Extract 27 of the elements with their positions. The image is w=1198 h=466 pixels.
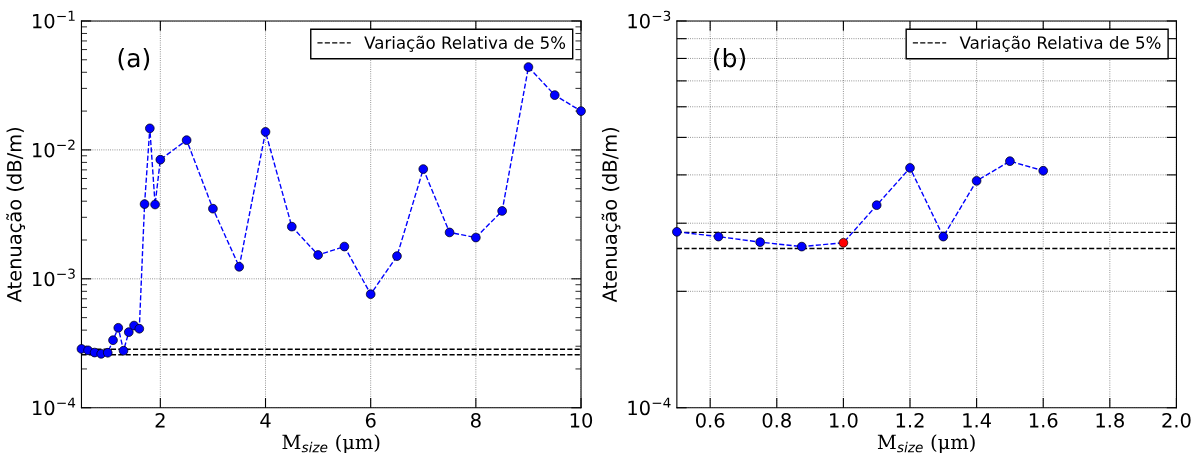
y-axis-title: Atenuação (dB/m) bbox=[601, 127, 621, 303]
x-tick-label: 1.6 bbox=[1029, 412, 1058, 428]
x-tick-label: 10 bbox=[570, 412, 593, 428]
legend-label: Variação Relativa de 5% bbox=[959, 35, 1161, 52]
annotation: (b) bbox=[713, 48, 746, 71]
x-tick-label: 6 bbox=[365, 412, 376, 428]
y-axis-title: Atenuação (dB/m) bbox=[6, 127, 26, 303]
y-tick-label: 10$^{−2}$ bbox=[33, 139, 75, 158]
y-tick-label: 10$^{−3}$ bbox=[628, 10, 671, 29]
x-tick-label: 0.6 bbox=[696, 412, 725, 428]
x-tick-label: 1.2 bbox=[896, 412, 924, 428]
x-tick-label: 2 bbox=[155, 412, 165, 428]
x-tick-label: 1.0 bbox=[830, 412, 858, 428]
y-tick-label: 10$^{−3}$ bbox=[33, 268, 75, 287]
legend-label: Variação Relativa de 5% bbox=[364, 35, 566, 52]
x-tick-label: 4 bbox=[260, 413, 271, 428]
x-tick-label: 1.8 bbox=[1096, 412, 1124, 428]
x-axis-title: M$_{size}$ (μm) bbox=[877, 434, 975, 454]
x-axis-title: M$_{size}$ (μm) bbox=[282, 434, 380, 454]
x-tick-label: 8 bbox=[470, 412, 481, 428]
x-tick-label: 1.4 bbox=[963, 413, 991, 428]
y-tick-label: 10$^{−4}$ bbox=[33, 397, 76, 416]
x-tick-label: 0.8 bbox=[762, 412, 791, 428]
annotation: (a) bbox=[118, 48, 150, 71]
y-tick-label: 10$^{−1}$ bbox=[33, 10, 75, 29]
x-tick-label: 2.0 bbox=[1162, 412, 1191, 428]
y-tick-label: 10$^{−4}$ bbox=[628, 397, 671, 416]
